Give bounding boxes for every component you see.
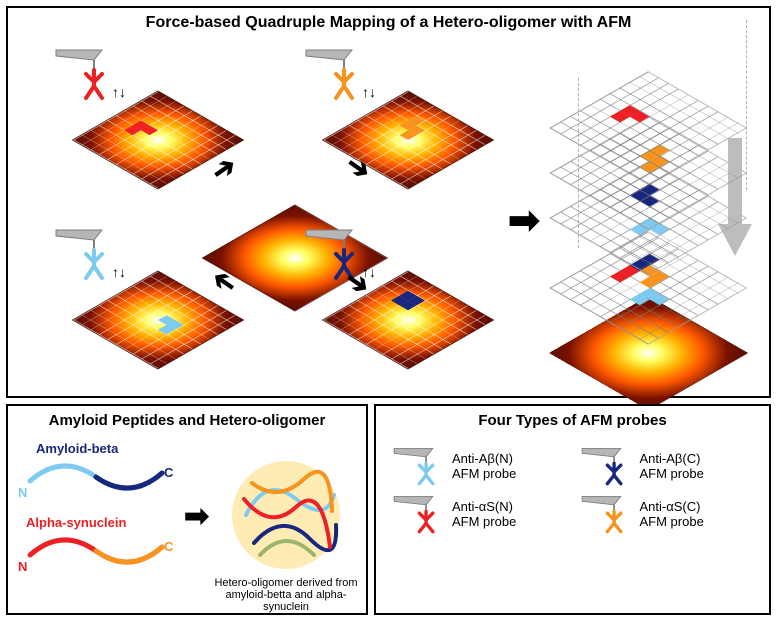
arrow-to-stack-icon: ➡ <box>508 198 540 243</box>
alpha-synuclein-curve <box>22 531 172 571</box>
legend-text: AFM probe <box>640 466 704 481</box>
amyloid-beta-label: Amyloid-beta <box>36 441 118 456</box>
bottom-left-panel: Amyloid Peptides and Hetero-oligomer Amy… <box>6 404 368 615</box>
bl-title: Amyloid Peptides and Hetero-oligomer <box>8 406 366 429</box>
afm-probe-icon <box>578 445 630 487</box>
hetero-oligomer-icon <box>226 455 346 575</box>
legend-text: Anti-αS(N) <box>452 499 513 514</box>
n-terminus: N <box>18 559 27 574</box>
afm-probe-anti-as-n <box>50 46 110 106</box>
amyloid-beta-curve <box>22 457 172 497</box>
afm-probe-anti-ab-n <box>50 226 110 286</box>
c-terminus: C <box>164 465 173 480</box>
probe-legend: Anti-Aβ(N) AFM probe Anti-Aβ(C) AFM prob… <box>376 435 769 541</box>
legend-text: Anti-αS(C) <box>640 499 701 514</box>
br-title: Four Types of AFM probes <box>376 406 769 429</box>
afm-probe-icon <box>578 493 630 535</box>
top-title: Force-based Quadruple Mapping of a Heter… <box>8 8 769 32</box>
bottom-right-panel: Four Types of AFM probes Anti-Aβ(N) AFM … <box>374 404 771 615</box>
legend-text: AFM probe <box>452 514 516 529</box>
n-terminus: N <box>18 485 27 500</box>
legend-text: AFM probe <box>452 466 516 481</box>
alpha-synuclein-label: Alpha-synuclein <box>26 515 126 530</box>
updown-arrows-icon: ↑↓ <box>112 264 126 280</box>
updown-arrows-icon: ↑↓ <box>112 84 126 100</box>
legend-text: Anti-Aβ(C) <box>640 451 701 466</box>
updown-arrows-icon: ↑↓ <box>362 84 376 100</box>
afm-probe-anti-as-c <box>300 46 360 106</box>
legend-item: Anti-αS(N) AFM probe <box>390 493 568 535</box>
afm-probe-icon <box>390 493 442 535</box>
arrow-icon: ➡ <box>184 499 209 534</box>
c-terminus: C <box>164 539 173 554</box>
legend-item: Anti-αS(C) AFM probe <box>578 493 756 535</box>
collapse-arrow-icon <box>718 138 752 258</box>
legend-text: AFM probe <box>640 514 704 529</box>
legend-item: Anti-Aβ(C) AFM probe <box>578 445 756 487</box>
afm-probe-icon <box>390 445 442 487</box>
legend-text: Anti-Aβ(N) <box>452 451 513 466</box>
hetero-oligomer-caption: Hetero-oligomer derived from amyloid-bet… <box>206 577 366 613</box>
top-panel: Force-based Quadruple Mapping of a Heter… <box>6 6 771 398</box>
legend-item: Anti-Aβ(N) AFM probe <box>390 445 568 487</box>
